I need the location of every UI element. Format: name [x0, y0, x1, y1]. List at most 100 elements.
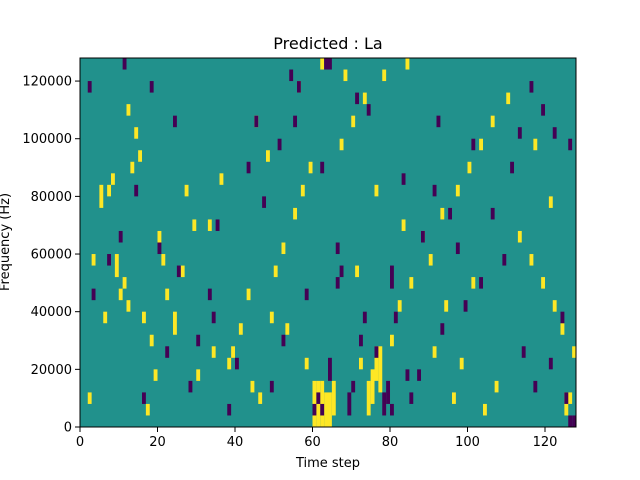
- high-cell-26: [134, 127, 139, 139]
- plot-frame: [79, 57, 577, 428]
- low-cell-52: [374, 346, 379, 358]
- low-cell-42: [118, 230, 123, 243]
- high-cell-85: [192, 219, 197, 231]
- low-cell-29: [173, 115, 177, 128]
- high-cell-15: [173, 311, 177, 335]
- low-cell-26: [87, 81, 92, 93]
- low-cell-55: [463, 300, 468, 312]
- high-cell-25: [138, 150, 143, 162]
- low-cell-21: [390, 265, 394, 289]
- high-cell-6: [366, 380, 371, 416]
- low-cell-40: [568, 138, 573, 151]
- low-cell-77: [165, 346, 170, 358]
- y-tick-label-4: 80000: [31, 190, 72, 205]
- high-cell-43: [362, 92, 367, 105]
- high-cell-35: [269, 311, 274, 324]
- low-cell-48: [269, 380, 274, 393]
- high-cell-31: [149, 334, 154, 347]
- high-cell-50: [440, 207, 445, 220]
- high-cell-67: [238, 323, 243, 335]
- low-cell-69: [401, 173, 406, 185]
- y-axis: 0 20000 40000 60000 80000 100000 120000: [22, 75, 80, 436]
- low-cell-23: [421, 230, 425, 243]
- low-cell-44: [176, 265, 181, 278]
- high-cell-21: [99, 184, 104, 208]
- low-cell-50: [304, 288, 309, 301]
- low-cell-4: [347, 392, 352, 416]
- low-cell-58: [521, 346, 526, 358]
- high-cell-72: [266, 150, 270, 162]
- low-cell-1: [316, 392, 321, 404]
- y-tick-label-5: 100000: [22, 132, 72, 147]
- low-cell-78: [227, 403, 232, 416]
- y-tick-label-3: 60000: [31, 248, 72, 263]
- high-cell-49: [428, 254, 433, 266]
- high-cell-57: [529, 254, 534, 266]
- low-cell-0: [312, 403, 317, 416]
- low-cell-57: [502, 254, 507, 266]
- low-cell-35: [436, 115, 441, 128]
- low-cell-75: [107, 254, 112, 266]
- y-tick-label-2: 40000: [31, 305, 72, 320]
- low-cell-5: [351, 380, 356, 393]
- low-cell-31: [289, 69, 294, 82]
- low-cell-39: [552, 127, 557, 139]
- low-cell-56: [479, 277, 484, 289]
- low-cell-53: [417, 369, 422, 381]
- low-cell-73: [529, 81, 534, 93]
- high-cell-47: [409, 277, 414, 289]
- high-cell-40: [308, 161, 313, 174]
- high-cell-13: [227, 357, 232, 370]
- y-axis-label: Frequency (Hz): [0, 193, 13, 291]
- high-cell-51: [455, 184, 460, 197]
- low-cell-24: [448, 207, 453, 220]
- plot-area: [79, 57, 577, 428]
- high-cell-9: [374, 346, 379, 381]
- high-cell-80: [87, 392, 92, 404]
- low-cell-54: [440, 323, 445, 335]
- high-cell-77: [533, 138, 538, 151]
- high-cell-5: [331, 380, 336, 416]
- high-cell-63: [459, 357, 464, 370]
- high-cell-30: [165, 288, 170, 301]
- low-cell-66: [262, 196, 267, 208]
- high-cell-74: [320, 58, 325, 70]
- low-cell-16: [335, 277, 340, 289]
- y-tick-label-0: 0: [64, 421, 72, 436]
- high-cell-61: [483, 403, 487, 416]
- low-cell-22: [393, 311, 398, 324]
- low-cell-37: [517, 127, 522, 139]
- low-cell-17: [335, 242, 340, 255]
- high-cell-92: [432, 346, 437, 358]
- high-cell-91: [401, 219, 406, 231]
- low-cell-18: [320, 161, 325, 174]
- x-tick-label-5: 100: [455, 435, 480, 450]
- low-cell-49: [281, 334, 286, 347]
- high-cell-10: [359, 357, 363, 370]
- high-cell-37: [281, 242, 286, 255]
- low-cell-70: [432, 184, 437, 197]
- low-cell-30: [254, 115, 259, 128]
- high-cell-32: [142, 311, 146, 324]
- x-tick-label-1: 20: [149, 435, 166, 450]
- high-cell-36: [273, 265, 278, 278]
- high-cell-24: [130, 161, 135, 174]
- high-cell-19: [114, 254, 119, 278]
- high-cell-83: [153, 369, 158, 381]
- high-cell-69: [207, 219, 212, 231]
- high-cell-56: [517, 230, 522, 243]
- low-cell-15: [362, 311, 367, 324]
- high-cell-52: [467, 161, 472, 174]
- x-tick-label-2: 40: [227, 435, 244, 450]
- chart-title: Predicted : La: [273, 34, 382, 53]
- low-cell-33: [355, 92, 360, 105]
- high-cell-70: [219, 173, 224, 185]
- high-cell-87: [285, 323, 290, 335]
- low-cell-76: [142, 392, 146, 404]
- low-cell-28: [149, 81, 154, 93]
- low-cell-63: [196, 334, 201, 347]
- low-cell-7: [386, 380, 391, 404]
- high-cell-1: [316, 380, 321, 428]
- high-cell-3: [324, 392, 329, 427]
